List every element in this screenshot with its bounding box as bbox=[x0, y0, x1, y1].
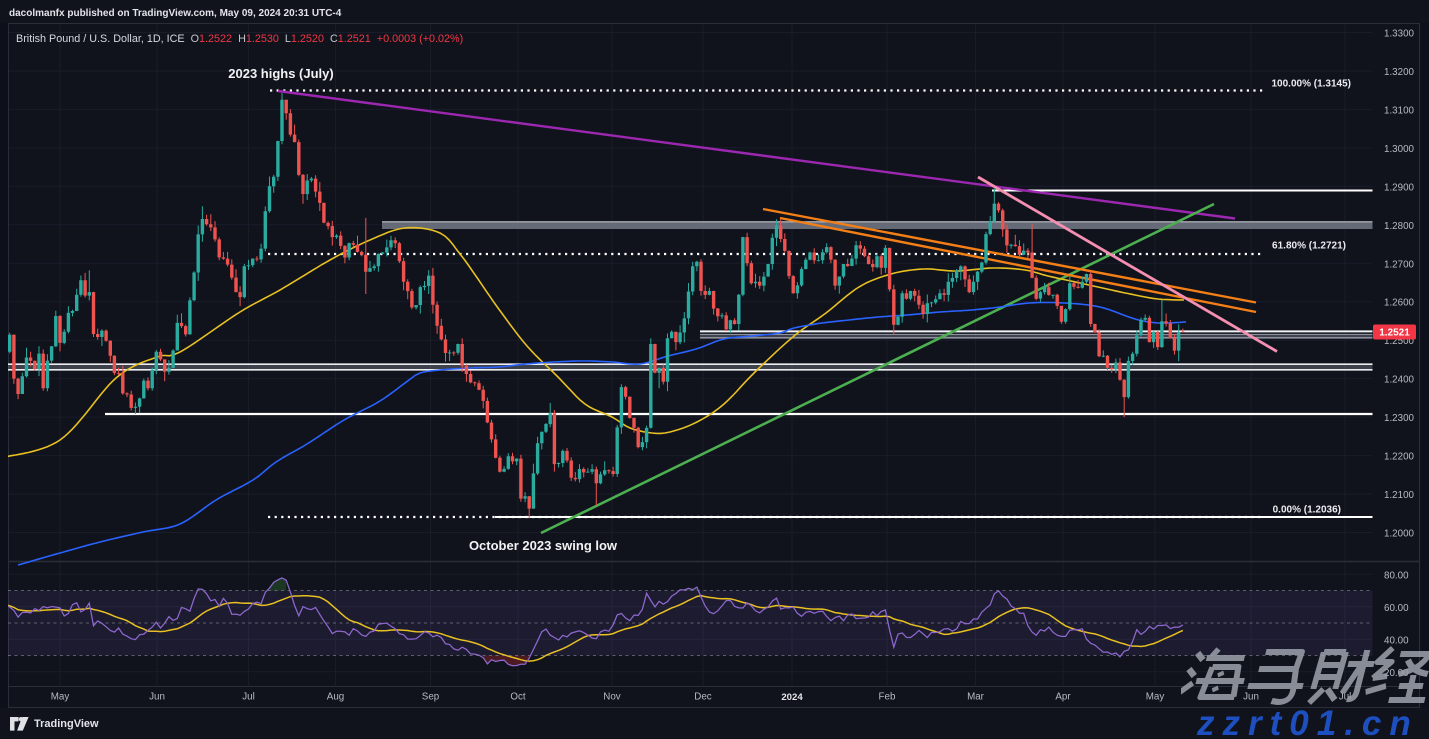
svg-text:1.3000: 1.3000 bbox=[1384, 144, 1415, 155]
svg-text:100.00% (1.3145): 100.00% (1.3145) bbox=[1271, 79, 1351, 90]
svg-text:2023 highs (July): 2023 highs (July) bbox=[228, 66, 333, 81]
svg-text:Dec: Dec bbox=[694, 692, 712, 703]
svg-text:Jun: Jun bbox=[149, 692, 165, 703]
svg-text:0.00% (1.2036): 0.00% (1.2036) bbox=[1273, 505, 1341, 516]
svg-text:80.00: 80.00 bbox=[1384, 570, 1409, 581]
svg-text:1.2600: 1.2600 bbox=[1384, 298, 1415, 309]
svg-text:1.2800: 1.2800 bbox=[1384, 221, 1415, 232]
svg-text:October 2023 swing low: October 2023 swing low bbox=[469, 538, 618, 553]
svg-text:1.2300: 1.2300 bbox=[1384, 413, 1415, 424]
svg-text:61.80% (1.2721): 61.80% (1.2721) bbox=[1272, 241, 1346, 252]
svg-text:Aug: Aug bbox=[327, 692, 344, 703]
svg-text:Nov: Nov bbox=[603, 692, 621, 703]
svg-text:1.2100: 1.2100 bbox=[1384, 490, 1415, 501]
svg-text:May: May bbox=[1146, 692, 1165, 703]
svg-text:1.2000: 1.2000 bbox=[1384, 529, 1415, 540]
svg-text:1.2200: 1.2200 bbox=[1384, 452, 1415, 463]
svg-text:60.00: 60.00 bbox=[1384, 603, 1409, 614]
svg-text:Jun: Jun bbox=[1243, 692, 1259, 703]
svg-text:Jul: Jul bbox=[1339, 692, 1352, 703]
svg-text:1.2500: 1.2500 bbox=[1384, 336, 1415, 347]
svg-text:40.00: 40.00 bbox=[1384, 635, 1409, 646]
svg-text:Mar: Mar bbox=[967, 692, 985, 703]
svg-text:Oct: Oct bbox=[510, 692, 526, 703]
svg-text:20.00: 20.00 bbox=[1384, 668, 1409, 679]
svg-text:May: May bbox=[51, 692, 70, 703]
svg-text:Jul: Jul bbox=[242, 692, 255, 703]
svg-text:2024: 2024 bbox=[781, 692, 803, 703]
svg-text:Feb: Feb bbox=[879, 692, 896, 703]
svg-text:1.2700: 1.2700 bbox=[1384, 259, 1415, 270]
svg-text:1.2400: 1.2400 bbox=[1384, 375, 1415, 386]
svg-text:1.3300: 1.3300 bbox=[1384, 29, 1415, 40]
svg-text:1.3200: 1.3200 bbox=[1384, 67, 1415, 78]
svg-text:1.3100: 1.3100 bbox=[1384, 105, 1415, 116]
svg-text:1.2521: 1.2521 bbox=[1379, 328, 1410, 339]
svg-text:1.2900: 1.2900 bbox=[1384, 182, 1415, 193]
svg-text:Apr: Apr bbox=[1055, 692, 1071, 703]
svg-text:Sep: Sep bbox=[422, 692, 440, 703]
